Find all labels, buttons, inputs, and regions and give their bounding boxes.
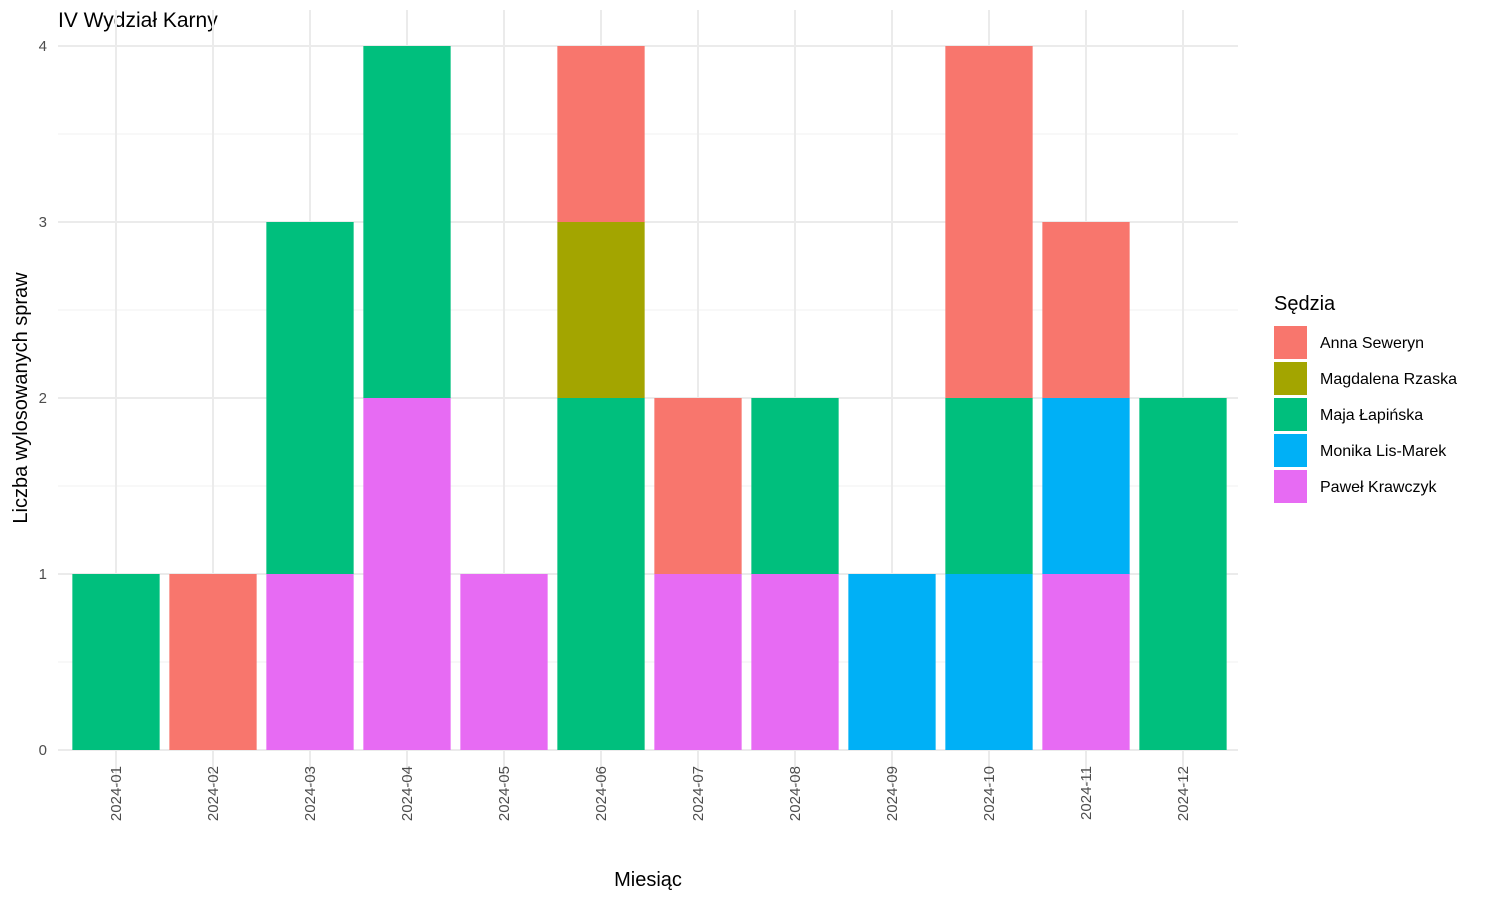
x-tick-label: 2024-02 bbox=[205, 766, 222, 821]
x-tick-label: 2024-12 bbox=[1175, 766, 1192, 821]
y-tick-label: 3 bbox=[39, 214, 47, 231]
bar-segment bbox=[266, 222, 354, 574]
legend-swatch bbox=[1274, 362, 1307, 395]
bar-segment bbox=[1042, 398, 1130, 574]
bar-segment bbox=[751, 398, 839, 574]
x-tick-label: 2024-05 bbox=[496, 766, 513, 821]
bar-segment bbox=[72, 574, 160, 750]
bar-segment bbox=[169, 574, 257, 750]
bar-segment bbox=[1139, 398, 1227, 750]
y-tick-label: 1 bbox=[39, 566, 47, 583]
legend-label: Paweł Krawczyk bbox=[1320, 479, 1437, 496]
x-axis-ticks: 2024-01 2024-02 2024-03 2024-04 2024-05 2024-… bbox=[108, 766, 1192, 821]
legend-label: Maja Łapińska bbox=[1320, 407, 1423, 424]
bar-segment bbox=[945, 398, 1033, 574]
bar-segment bbox=[1042, 222, 1130, 398]
x-tick-label: 2024-03 bbox=[302, 766, 319, 821]
bar-segment bbox=[848, 574, 936, 750]
y-axis-ticks: 0 1 2 3 4 bbox=[39, 38, 47, 759]
x-tick-label: 2024-09 bbox=[884, 766, 901, 821]
bar-segment bbox=[557, 222, 645, 398]
legend-swatch bbox=[1274, 398, 1307, 431]
y-axis-title: Liczba wylosowanych spraw bbox=[10, 272, 32, 524]
x-tick-label: 2024-06 bbox=[593, 766, 610, 821]
legend-swatch bbox=[1274, 434, 1307, 467]
legend-title: Sędzia bbox=[1274, 293, 1336, 315]
bar-segment bbox=[363, 46, 451, 398]
bar-segment bbox=[557, 398, 645, 750]
chart-title: IV Wydział Karny bbox=[58, 9, 218, 32]
legend-label: Anna Seweryn bbox=[1320, 335, 1424, 352]
bar-segment bbox=[1042, 574, 1130, 750]
x-tick-label: 2024-01 bbox=[108, 766, 125, 821]
legend-label: Magdalena Rzaska bbox=[1320, 371, 1457, 388]
x-tick-label: 2024-04 bbox=[399, 766, 416, 821]
bar-segment bbox=[654, 398, 742, 574]
legend-swatch bbox=[1274, 470, 1307, 503]
x-tick-label: 2024-11 bbox=[1078, 766, 1095, 820]
bar-segment bbox=[751, 574, 839, 750]
x-tick-label: 2024-07 bbox=[690, 766, 707, 821]
x-tick-label: 2024-10 bbox=[981, 766, 998, 821]
bar-segment bbox=[945, 46, 1033, 398]
x-axis-title: Miesiąc bbox=[614, 869, 682, 891]
y-tick-label: 0 bbox=[39, 742, 47, 759]
bar-segment bbox=[654, 574, 742, 750]
y-tick-label: 4 bbox=[39, 38, 47, 55]
x-tick-label: 2024-08 bbox=[787, 766, 804, 821]
legend: Sędzia Anna Seweryn Magdalena Rzaska Maja … bbox=[1274, 293, 1457, 503]
bar-segment bbox=[460, 574, 548, 750]
legend-swatch bbox=[1274, 326, 1307, 359]
bars bbox=[72, 46, 1227, 750]
bar-segment bbox=[266, 574, 354, 750]
legend-label: Monika Lis-Marek bbox=[1320, 443, 1447, 460]
y-tick-label: 2 bbox=[39, 390, 47, 407]
bar-segment bbox=[945, 574, 1033, 750]
bar-segment bbox=[363, 398, 451, 750]
bar-segment bbox=[557, 46, 645, 222]
